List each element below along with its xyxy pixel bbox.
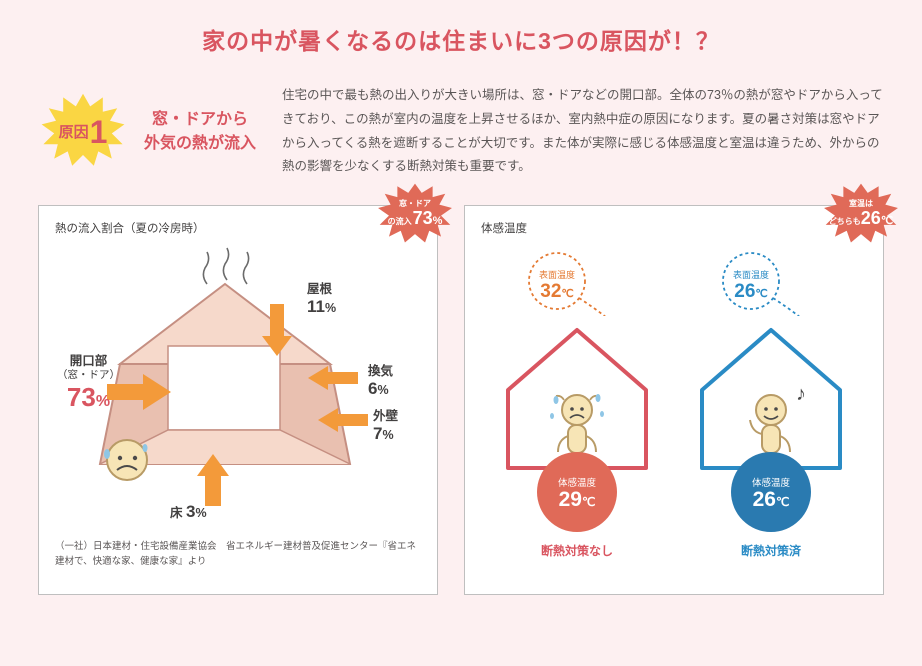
burst-left: 窓・ドア の流入73% [373, 182, 457, 246]
cause-row: 原因 1 窓・ドアから 外気の熱が流入 住宅の中で最も熱の出入りが大きい場所は、… [0, 56, 922, 179]
caption-no-insulation: 断熱対策なし [487, 542, 667, 559]
burst-left-small1: 窓・ドア [399, 199, 431, 208]
label-floor: 床 3% [170, 502, 207, 522]
heat-diagram: 屋根 11% 開口部 （窓・ドア） 73% 換気 6% 外壁 7% 床 3% [55, 244, 421, 534]
cause-badge-number: 1 [90, 116, 108, 148]
burst-right-unit: ℃ [881, 215, 893, 227]
burst-right-small2: どちらも [829, 218, 861, 227]
label-opening: 開口部 （窓・ドア） 73% [57, 354, 120, 413]
burst-right-big: 26 [861, 208, 881, 228]
feel-circle-hot: 体感温度 29℃ [537, 452, 617, 532]
burst-left-big: 73 [413, 208, 433, 228]
surface-temp-hot: 表面温度 32℃ [529, 264, 585, 303]
feel-circle-cool: 体感温度 26℃ [731, 452, 811, 532]
burst-left-unit: % [433, 215, 443, 227]
page-title: 家の中が暑くなるのは住まいに3つの原因が！？ [0, 0, 922, 56]
svg-text:♪: ♪ [796, 383, 806, 405]
footnote: （一社）日本建材・住宅設備産業協会 省エネルギー建材普及促進センター『省エネ建材… [55, 540, 421, 569]
panels-row: 窓・ドア の流入73% 熱の流入割合（夏の冷房時） [0, 179, 922, 595]
house-with-insulation: 表面温度 26℃ ♪ 体感温度 [681, 246, 861, 566]
label-wall: 外壁 7% [373, 409, 398, 444]
burst-right: 室温は どちらも26℃ [819, 182, 903, 246]
cause-heading-line1: 窓・ドアから [152, 111, 248, 128]
label-roof: 屋根 11% [307, 282, 336, 317]
cause-heading-line2: 外気の熱が流入 [144, 135, 256, 152]
heat-panel-heading: 熱の流入割合（夏の冷房時） [55, 220, 421, 236]
cause-badge-kanji: 原因 [59, 121, 89, 142]
cause-heading: 窓・ドアから 外気の熱が流入 [140, 108, 260, 156]
label-ventilation: 換気 6% [368, 364, 393, 399]
cause-body-text: 住宅の中で最も熱の出入りが大きい場所は、窓・ドアなどの開口部。全体の73％の熱が… [282, 84, 884, 179]
feel-panel-heading: 体感温度 [481, 220, 867, 236]
burst-left-small2: の流入 [388, 218, 412, 227]
surface-temp-cool: 表面温度 26℃ [723, 264, 779, 303]
caption-with-insulation: 断熱対策済 [681, 542, 861, 559]
feel-temp-panel: 室温は どちらも26℃ 体感温度 表面温度 32℃ [464, 205, 884, 595]
cause-badge: 原因 1 [38, 92, 128, 172]
feel-diagram: 表面温度 32℃ [481, 246, 867, 566]
heat-inflow-panel: 窓・ドア の流入73% 熱の流入割合（夏の冷房時） [38, 205, 438, 595]
house-no-insulation: 表面温度 32℃ [487, 246, 667, 566]
